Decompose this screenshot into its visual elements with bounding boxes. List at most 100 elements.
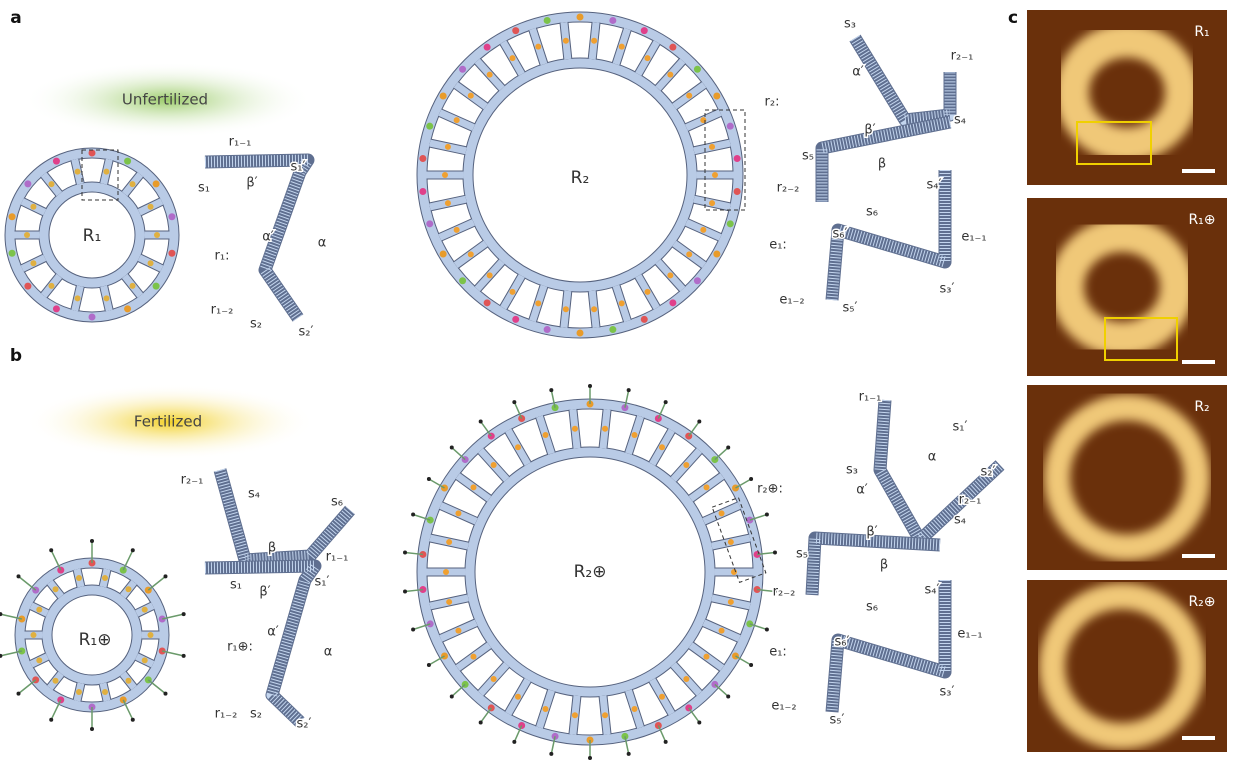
spoke-mark bbox=[631, 432, 637, 438]
strand-label: β bbox=[268, 541, 276, 556]
band-mark bbox=[694, 66, 701, 73]
spoke-mark bbox=[148, 204, 154, 210]
spoke-mark bbox=[48, 181, 54, 187]
spoke-mark bbox=[76, 575, 82, 581]
strand-label: e₁₋₁ bbox=[961, 230, 986, 245]
overhang bbox=[452, 684, 465, 696]
overhang-end bbox=[512, 740, 516, 744]
spoke-mark bbox=[703, 484, 709, 490]
figure: a b c Unfertilized Fertilized R₁ R₂ R₁⊕ … bbox=[0, 0, 1241, 761]
spoke-mark bbox=[130, 283, 136, 289]
spoke-mark bbox=[454, 227, 460, 233]
spoke-mark bbox=[102, 575, 108, 581]
spoke-mark bbox=[563, 38, 569, 44]
overhang-end bbox=[17, 574, 21, 578]
strand-label: r₂₋₂ bbox=[773, 585, 796, 600]
spoke-mark bbox=[102, 689, 108, 695]
spoke-mark bbox=[703, 654, 709, 660]
spoke-mark bbox=[543, 432, 549, 438]
spoke-mark bbox=[125, 678, 131, 684]
band-mark bbox=[124, 158, 131, 165]
strand-label: r₁⊕: bbox=[227, 640, 253, 655]
spoke-mark bbox=[455, 628, 461, 634]
afm-label: R₁ bbox=[1194, 24, 1209, 40]
overhang-end bbox=[726, 446, 730, 450]
spoke-mark bbox=[471, 654, 477, 660]
strand-label: α′ bbox=[262, 230, 274, 245]
spoke-mark bbox=[591, 306, 597, 312]
strand-label: e₁: bbox=[769, 645, 787, 660]
panel-label: c bbox=[1008, 8, 1018, 28]
spoke-mark bbox=[659, 444, 665, 450]
afm-label: R₁⊕ bbox=[1188, 212, 1215, 228]
spoke-mark bbox=[31, 632, 37, 638]
strand-label: s₅ bbox=[802, 149, 814, 164]
band-mark bbox=[9, 213, 16, 220]
spoke-mark bbox=[471, 484, 477, 490]
strand-label: s₃ bbox=[844, 17, 856, 32]
overhang-end bbox=[163, 574, 167, 578]
band-mark bbox=[512, 316, 519, 323]
overhang-end bbox=[749, 477, 753, 481]
band-mark bbox=[484, 44, 491, 51]
overhang-end bbox=[549, 388, 553, 392]
strand-label: s₂ bbox=[250, 707, 262, 722]
spoke-mark bbox=[130, 181, 136, 187]
overhang bbox=[452, 448, 465, 460]
strand-label: s₄ bbox=[954, 513, 966, 528]
overhang-end bbox=[765, 627, 769, 631]
band-mark bbox=[641, 27, 648, 34]
strand-label: α bbox=[324, 645, 333, 660]
overhang-end bbox=[512, 400, 516, 404]
overhang-end bbox=[0, 654, 2, 658]
overhang-end bbox=[588, 756, 592, 760]
spoke-mark bbox=[728, 599, 734, 605]
panel-label: b bbox=[10, 346, 22, 366]
band-mark bbox=[577, 330, 584, 337]
strand-label: r₂₋₁ bbox=[951, 49, 974, 64]
strand-label: r₂₋₁ bbox=[181, 473, 204, 488]
strand-label: β bbox=[880, 558, 888, 573]
spoke-mark bbox=[36, 607, 42, 613]
strand-label: r₁: bbox=[215, 249, 230, 264]
band-mark bbox=[484, 299, 491, 306]
band-mark bbox=[727, 220, 734, 227]
strand-label: r₁₋₁ bbox=[859, 390, 882, 405]
spoke-mark bbox=[487, 272, 493, 278]
strand-label: s₁ bbox=[230, 578, 242, 593]
strand-label: s₆ bbox=[331, 495, 343, 510]
spoke-mark bbox=[510, 55, 516, 61]
strand-label: r₂: bbox=[765, 95, 780, 110]
spoke-mark bbox=[491, 462, 497, 468]
band-mark bbox=[609, 326, 616, 333]
spoke-mark bbox=[445, 144, 451, 150]
spoke-mark bbox=[719, 510, 725, 516]
strand-label: β′ bbox=[259, 585, 270, 600]
spoke-mark bbox=[142, 657, 148, 663]
overhang-end bbox=[726, 694, 730, 698]
strand-label: s₂′ bbox=[299, 325, 314, 340]
band-mark bbox=[727, 123, 734, 130]
band-mark bbox=[459, 277, 466, 284]
spoke-mark bbox=[572, 712, 578, 718]
spoke-mark bbox=[148, 260, 154, 266]
afm-label: R₂ bbox=[1194, 399, 1209, 415]
overhang-end bbox=[427, 663, 431, 667]
strand-label: β′ bbox=[864, 123, 875, 138]
band-mark bbox=[153, 283, 160, 290]
spoke-mark bbox=[36, 657, 42, 663]
band-mark bbox=[57, 567, 64, 574]
spoke-mark bbox=[443, 569, 449, 575]
band-mark bbox=[24, 283, 31, 290]
spoke-mark bbox=[645, 289, 651, 295]
overhang-end bbox=[49, 548, 53, 552]
overhang-end bbox=[697, 420, 701, 424]
overhang-end bbox=[182, 612, 186, 616]
spoke-mark bbox=[683, 462, 689, 468]
spoke-mark bbox=[667, 72, 673, 78]
strand-label: s₅′ bbox=[843, 301, 858, 316]
spoke-mark bbox=[515, 444, 521, 450]
strand-label: r₁₋₂ bbox=[215, 707, 238, 722]
strand-label: s₆′ bbox=[833, 227, 848, 242]
strand bbox=[220, 470, 350, 560]
